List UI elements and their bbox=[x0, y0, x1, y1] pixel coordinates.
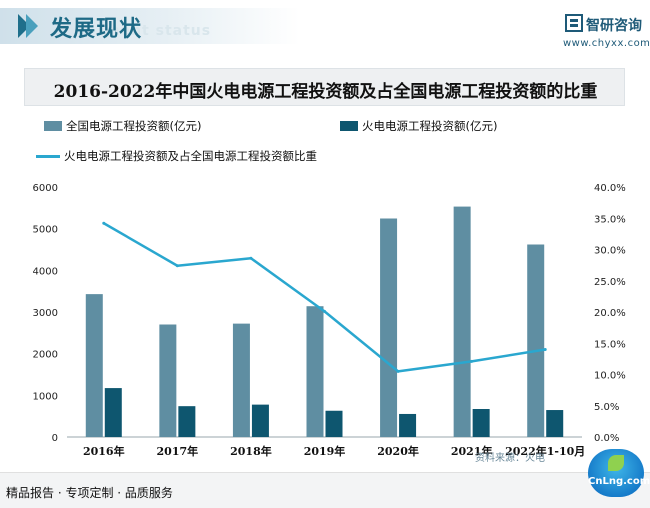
line-share-point bbox=[470, 359, 474, 363]
chart-title: 2016-2022年中国火电电源工程投资额及占全国电源工程投资额的比重 bbox=[53, 82, 598, 102]
legend-item-total: 全国电源工程投资额(亿元) bbox=[44, 118, 201, 134]
bar-total bbox=[85, 294, 103, 437]
bar-total bbox=[527, 244, 545, 437]
legend-swatch-share bbox=[36, 154, 60, 158]
chart-plot: 0 1000 2000 3000 4000 5000 6000 0.0% 5.0% 10.0% 15… bbox=[33, 183, 626, 458]
page-header: ment status 发展现状 智研咨询 www.chyxx.com bbox=[0, 0, 650, 60]
bar-total bbox=[306, 306, 324, 437]
chart-title-box: 2016-2022年中国火电电源工程投资额及占全国电源工程投资额的比重 bbox=[24, 68, 625, 106]
legend-item-thermal: 火电电源工程投资额(亿元) bbox=[340, 118, 497, 134]
legend-item-share: 火电电源工程投资额及占全国电源工程投资额比重 bbox=[36, 148, 317, 164]
y-right-tick-label: 5.0% bbox=[594, 402, 619, 413]
y-left-tick-label: 2000 bbox=[33, 350, 58, 361]
y-right-tick-label: 35.0% bbox=[594, 214, 626, 225]
x-tick-label: 2022年1-10月 bbox=[505, 444, 585, 458]
x-tick-label: 2019年 bbox=[304, 444, 346, 458]
badge-text: CnLng.com bbox=[588, 476, 650, 487]
line-share-point bbox=[102, 221, 106, 225]
legend-label-thermal: 火电电源工程投资额(亿元) bbox=[362, 119, 498, 133]
leaf-icon bbox=[608, 455, 624, 471]
bar-thermal bbox=[178, 406, 196, 437]
y-right-tick-label: 40.0% bbox=[594, 183, 626, 194]
footer-bar bbox=[0, 472, 650, 508]
bar-thermal bbox=[251, 404, 269, 437]
bar-thermal bbox=[399, 413, 417, 437]
line-share-point bbox=[396, 369, 400, 373]
header-banner bbox=[0, 8, 300, 44]
legend-label-share: 火电电源工程投资额及占全国电源工程投资额比重 bbox=[64, 149, 317, 163]
y-left-tick-label: 5000 bbox=[33, 225, 58, 236]
line-share-point bbox=[175, 264, 179, 268]
source-watermark: 资料来源：火电 bbox=[475, 453, 545, 464]
x-tick-label: 2017年 bbox=[157, 444, 199, 458]
legend-label-total: 全国电源工程投资额(亿元) bbox=[66, 119, 202, 133]
legend-swatch-total bbox=[44, 121, 62, 131]
y-right-tick-label: 25.0% bbox=[594, 277, 626, 288]
y-right-tick-label: 30.0% bbox=[594, 246, 626, 257]
bar-thermal bbox=[104, 388, 122, 437]
y-left-tick-label: 4000 bbox=[33, 266, 58, 277]
x-tick-label: 2018年 bbox=[230, 444, 272, 458]
legend-swatch-thermal bbox=[340, 121, 358, 131]
section-subtitle: ment status bbox=[105, 23, 212, 39]
bar-total bbox=[380, 218, 398, 437]
line-share-point bbox=[543, 348, 547, 351]
x-tick-label: 2021年 bbox=[451, 444, 493, 458]
y-left-tick-label: 6000 bbox=[33, 183, 58, 194]
footer-tagline: 精品报告 · 专项定制 · 品质服务 bbox=[6, 486, 173, 500]
y-right-tick-label: 20.0% bbox=[594, 308, 626, 319]
section-title: 发展现状 bbox=[50, 17, 143, 42]
bar-total bbox=[159, 324, 177, 437]
y-left-tick-label: 3000 bbox=[33, 308, 58, 319]
bar-thermal bbox=[472, 409, 490, 437]
brand-logo-icon bbox=[565, 14, 583, 32]
y-left-tick-label: 1000 bbox=[33, 391, 58, 402]
y-right-tick-label: 0.0% bbox=[594, 433, 619, 444]
bar-total bbox=[453, 206, 471, 437]
bar-thermal bbox=[325, 410, 343, 437]
y-right-tick-label: 15.0% bbox=[594, 339, 626, 350]
y-left-tick-label: 0 bbox=[52, 433, 58, 444]
brand-name: 智研咨询 bbox=[586, 18, 642, 34]
cnlng-badge: CnLng.com bbox=[588, 449, 650, 497]
x-tick-label: 2016年 bbox=[83, 444, 125, 458]
line-share-point bbox=[249, 256, 253, 260]
y-right-tick-label: 10.0% bbox=[594, 371, 626, 382]
line-share-point bbox=[323, 309, 326, 313]
footer-divider bbox=[0, 472, 650, 473]
x-tick-label: 2020年 bbox=[377, 444, 419, 458]
chevron-right-icon bbox=[26, 14, 38, 38]
bar-total bbox=[232, 323, 250, 437]
bar-thermal bbox=[546, 410, 564, 437]
brand-url: www.chyxx.com bbox=[563, 38, 650, 49]
